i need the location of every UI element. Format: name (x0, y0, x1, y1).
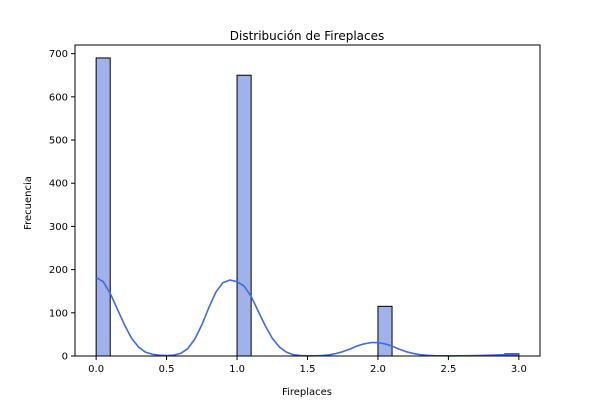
x-tick-label: 1.5 (300, 364, 316, 375)
x-tick-label: 0.5 (159, 364, 175, 375)
x-tick-label: 0.0 (88, 364, 104, 375)
histogram-bar (377, 305, 393, 357)
x-tick-label: 2.0 (370, 364, 386, 375)
y-tick-label: 700 (49, 49, 68, 60)
histogram-bar (236, 74, 252, 357)
histogram-bar (95, 57, 111, 357)
chart-title: Distribución de Fireplaces (230, 29, 384, 43)
x-tick-label: 1.0 (229, 364, 245, 375)
x-axis: 0.0 0.5 1.0 1.5 2.0 2.5 3.0 (88, 356, 527, 375)
y-tick-label: 0 (62, 352, 68, 363)
plot-frame (74, 44, 541, 357)
bars-group (95, 57, 520, 357)
y-tick-label: 100 (49, 308, 68, 319)
y-tick-label: 500 (49, 136, 68, 147)
y-tick-label: 300 (49, 222, 68, 233)
x-axis-label: Fireplaces (282, 387, 332, 398)
y-axis: 0 100 200 300 400 500 600 700 (49, 49, 75, 363)
x-tick-label: 3.0 (511, 364, 527, 375)
y-tick-label: 400 (49, 179, 68, 190)
y-tick-label: 200 (49, 265, 68, 276)
kde-line (95, 276, 519, 357)
y-tick-label: 600 (49, 92, 68, 103)
x-tick-label: 2.5 (440, 364, 456, 375)
y-axis-label: Frecuencia (23, 176, 34, 230)
kde-group (95, 276, 519, 357)
